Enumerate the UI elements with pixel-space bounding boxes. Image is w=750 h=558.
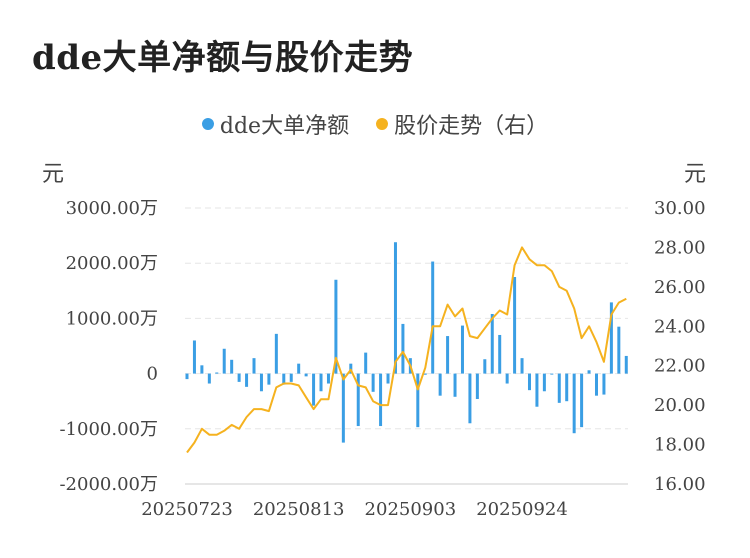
y-left-tick-label: 0 (147, 364, 158, 385)
y-right-tick-label: 22.00 (654, 356, 706, 377)
legend-dot-bar (201, 118, 214, 130)
dde-bar (252, 358, 256, 374)
dde-bar (393, 242, 397, 374)
dde-bar (505, 373, 509, 384)
dde-bar (356, 373, 360, 427)
dde-bar (557, 373, 561, 403)
y-right-tick-label: 18.00 (654, 435, 706, 456)
dde-bar (617, 326, 621, 374)
dde-bar (416, 373, 420, 428)
chart-title: dde大单净额与股价走势 (32, 38, 414, 78)
dde-bar (460, 325, 464, 374)
dde-bar (550, 373, 554, 375)
y-left-tick-label: -1000.00万 (59, 419, 158, 440)
dde-bar (572, 373, 576, 434)
dde-bar (475, 373, 479, 399)
y-left-tick-label: 2000.00万 (66, 253, 158, 274)
y-right-tick-label: 20.00 (654, 395, 706, 416)
y-right-tick-label: 16.00 (654, 474, 706, 495)
y-right-tick-label: 30.00 (654, 198, 706, 219)
legend-label-price: 股价走势（右） (394, 114, 549, 139)
dde-bar (215, 372, 219, 374)
y-left-tick-label: 3000.00万 (66, 198, 158, 219)
dde-bar (401, 323, 405, 374)
x-tick-label: 20250813 (253, 499, 345, 520)
dde-bar (468, 373, 472, 424)
y-left-tick-label: 1000.00万 (66, 308, 158, 329)
dde-bar (431, 261, 435, 374)
dde-bar (245, 373, 249, 387)
dde-bar (230, 359, 234, 374)
dde-bar (192, 340, 196, 374)
legend-item-dde[interactable]: dde大单净额 (201, 108, 350, 140)
dde-bar (490, 313, 494, 374)
y-left-tick-label: -2000.00万 (59, 474, 158, 495)
dde-bar (267, 373, 271, 385)
dde-bar (274, 333, 278, 374)
dde-bar (319, 373, 323, 392)
dde-bar (259, 373, 263, 392)
y-right-tick-label: 24.00 (654, 316, 706, 337)
dde-bar (207, 373, 211, 384)
dde-bar (580, 373, 584, 428)
y-right-tick-label: 26.00 (654, 277, 706, 298)
dde-bar (498, 334, 502, 374)
dde-bar (379, 373, 383, 427)
dde-bar (289, 373, 293, 382)
dde-bar (542, 373, 546, 392)
dde-bar (334, 279, 338, 374)
dde-bar (483, 359, 487, 374)
dde-bar (364, 352, 368, 374)
dde-bar (446, 336, 450, 374)
dde-bar (513, 277, 517, 374)
dde-bar (587, 370, 591, 374)
dde-bar (535, 373, 539, 407)
left-axis-unit: 元 (42, 162, 65, 187)
dde-bar (312, 373, 316, 406)
dde-bar (423, 373, 427, 375)
dde-bar (297, 363, 301, 374)
legend-label-dde: dde大单净额 (219, 114, 350, 139)
legend-dot-line (376, 118, 389, 130)
dde-bar (371, 373, 375, 392)
dde-bar (438, 373, 442, 396)
dde-bar (453, 373, 457, 397)
legend: dde大单净额 股价走势（右） (0, 108, 750, 140)
dde-bar (341, 373, 345, 443)
x-tick-label: 20250924 (476, 499, 568, 520)
dde-bar (222, 348, 226, 374)
dde-bar (602, 373, 606, 395)
dde-bar (565, 373, 569, 402)
dde-bar (520, 358, 524, 374)
y-right-tick-label: 28.00 (654, 237, 706, 258)
dde-bar (237, 373, 241, 382)
x-tick-label: 20250903 (365, 499, 457, 520)
dde-bar (200, 365, 204, 374)
right-axis-unit: 元 (684, 162, 707, 187)
dde-bar (527, 373, 531, 391)
dde-bar (185, 373, 189, 380)
dde-bar (386, 373, 390, 384)
dde-bar (624, 355, 628, 374)
dde-bar (326, 373, 330, 384)
legend-item-price[interactable]: 股价走势（右） (376, 108, 548, 140)
x-tick-label: 20250723 (141, 499, 233, 520)
dde-bar (609, 302, 613, 374)
price-line (186, 246, 627, 454)
dde-bar (282, 373, 286, 385)
dde-bar (304, 373, 308, 377)
dde-bar (349, 363, 353, 374)
dde-bar (594, 373, 598, 396)
